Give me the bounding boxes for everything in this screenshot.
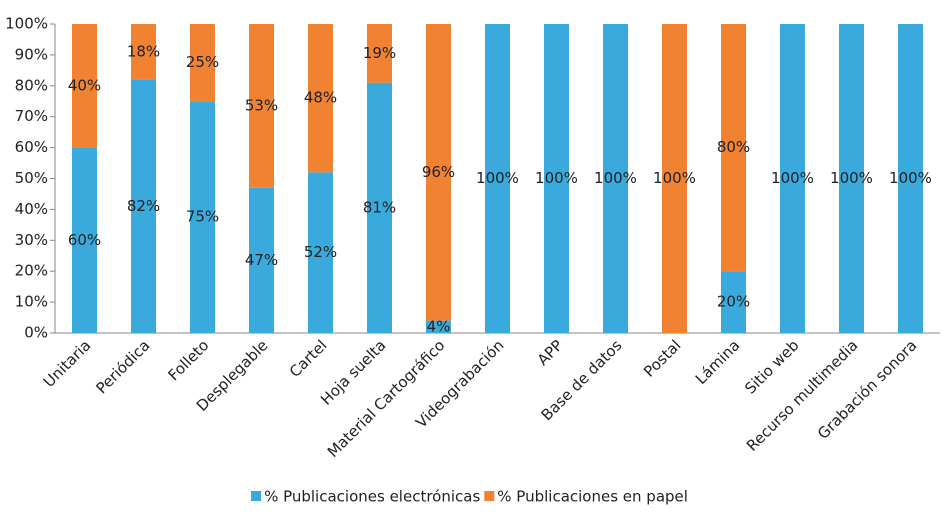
x-tick-label: Material Cartográfico	[324, 336, 449, 461]
data-label: 100%	[653, 169, 696, 187]
bar-segment	[839, 24, 864, 333]
data-label: 82%	[127, 197, 160, 215]
x-tick-label: Sitio web	[741, 336, 802, 397]
bar-segment	[72, 24, 97, 148]
x-tick-label: Grabación sonora	[814, 336, 920, 442]
bar-segment	[721, 271, 746, 333]
data-label: 19%	[363, 44, 396, 62]
x-tick-label: Unitaria	[40, 336, 95, 391]
bar-segment	[72, 147, 97, 333]
data-label: 53%	[245, 96, 278, 114]
bar-segment	[426, 24, 451, 321]
data-label: 81%	[363, 198, 396, 216]
y-tick-label: 30%	[15, 231, 48, 249]
x-tick-label: Cartel	[286, 336, 331, 381]
legend-label: % Publicaciones en papel	[497, 488, 688, 506]
bar-segment	[131, 24, 156, 80]
data-label: 48%	[304, 89, 337, 107]
bar-segment	[249, 24, 274, 188]
x-tick-label: Folleto	[164, 336, 212, 384]
x-tick-label: Postal	[640, 336, 684, 380]
bar-segment	[131, 79, 156, 334]
legend-swatch	[251, 491, 262, 501]
bar-segment	[603, 24, 628, 333]
data-label: 20%	[717, 293, 750, 311]
y-tick-label: 10%	[15, 293, 48, 311]
x-tick-label: Lámina	[692, 336, 744, 388]
bar-segment	[485, 24, 510, 333]
data-label: 52%	[304, 243, 337, 261]
data-label: 100%	[594, 169, 637, 187]
bar-segment	[780, 24, 805, 333]
data-label: 40%	[68, 76, 101, 94]
y-tick-label: 60%	[15, 138, 48, 156]
y-tick-label: 40%	[15, 200, 48, 218]
data-label: 18%	[127, 42, 160, 60]
bar-segment	[308, 24, 333, 173]
x-tick-label: APP	[534, 336, 567, 369]
y-tick-label: 50%	[15, 169, 48, 187]
bar-segment	[367, 82, 392, 334]
data-label: 75%	[186, 208, 219, 226]
bar-segment	[190, 24, 215, 102]
data-label: 25%	[186, 53, 219, 71]
data-label: 100%	[476, 169, 519, 187]
data-label: 96%	[422, 163, 455, 181]
bar-segment	[190, 101, 215, 333]
bar-segment	[662, 24, 687, 333]
x-tick-label: Recurso multimedia	[743, 336, 862, 455]
data-label: 47%	[245, 251, 278, 269]
data-label: 4%	[427, 317, 451, 335]
data-label: 100%	[889, 169, 932, 187]
data-label: 60%	[68, 231, 101, 249]
y-tick-label: 80%	[15, 76, 48, 94]
y-tick-label: 100%	[5, 15, 48, 33]
bar-segment	[544, 24, 569, 333]
bar-segment	[898, 24, 923, 333]
bar-segment	[308, 172, 333, 333]
legend-swatch	[484, 491, 495, 501]
y-tick-label: 70%	[15, 107, 48, 125]
data-label: 80%	[717, 138, 750, 156]
bar-segment	[367, 24, 392, 83]
bar-segment	[721, 24, 746, 272]
bar-segment	[249, 187, 274, 333]
legend: % Publicaciones electrónicas % Publicacio…	[251, 488, 688, 506]
bar-segment	[426, 320, 451, 333]
y-tick-label: 90%	[15, 45, 48, 63]
data-label: 100%	[771, 169, 814, 187]
data-label: 100%	[830, 169, 873, 187]
legend-label: % Publicaciones electrónicas	[264, 488, 480, 506]
y-tick-label: 0%	[24, 324, 48, 342]
data-label: 100%	[535, 169, 578, 187]
y-tick-label: 20%	[15, 262, 48, 280]
x-tick-label: Periódica	[92, 336, 153, 397]
